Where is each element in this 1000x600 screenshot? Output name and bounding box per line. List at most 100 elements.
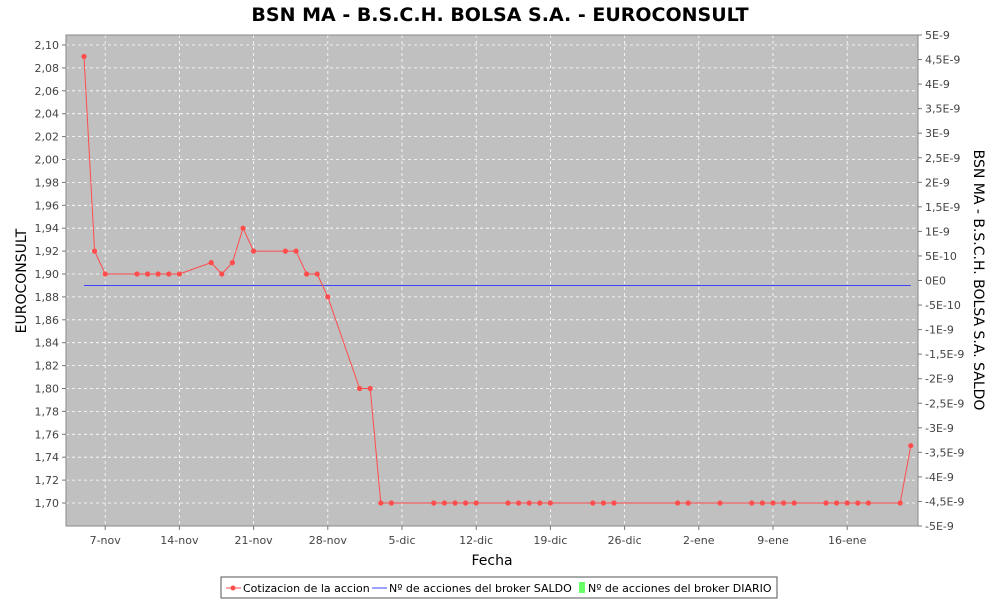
y2-tick-label: -4,5E-9 bbox=[925, 495, 964, 508]
y2-axis-label: BSN MA - B.S.C.H. BOLSA S.A. SALDO bbox=[970, 150, 986, 411]
data-point-cotizacion bbox=[452, 500, 458, 506]
y2-tick-label: 2,5E-9 bbox=[925, 152, 960, 165]
data-point-cotizacion bbox=[675, 500, 681, 506]
data-point-cotizacion bbox=[293, 248, 299, 254]
y-tick-label: 1,90 bbox=[35, 268, 60, 281]
x-tick-label: 5-dic bbox=[388, 534, 415, 547]
x-tick-label: 2-ene bbox=[683, 534, 715, 547]
y-tick-label: 1,80 bbox=[35, 383, 60, 396]
data-point-cotizacion bbox=[304, 271, 310, 277]
x-axis: 7-nov 14-nov 21-nov 28-nov 5-dic 12-dic 19-dic… bbox=[90, 526, 867, 547]
y-tick-label: 1,82 bbox=[35, 360, 60, 373]
data-point-cotizacion bbox=[314, 271, 320, 277]
data-point-cotizacion bbox=[908, 443, 914, 449]
x-tick-label: 21-nov bbox=[235, 534, 274, 547]
data-point-cotizacion bbox=[388, 500, 394, 506]
y-tick-label: 1,70 bbox=[35, 497, 60, 510]
data-point-cotizacion bbox=[823, 500, 829, 506]
data-point-cotizacion bbox=[251, 248, 257, 254]
x-tick-label: 12-dic bbox=[459, 534, 493, 547]
legend-marker-cotizacion bbox=[230, 585, 236, 591]
y-axis-right: 5E-9 4,5E-9 4E-9 3,5E-9 3E-9 2,5E-9 2E-9 1,5E-9… bbox=[918, 29, 964, 533]
y2-tick-label: -5E-10 bbox=[925, 299, 961, 312]
y2-tick-label: 5E-10 bbox=[925, 250, 957, 263]
y2-tick-label: 1,5E-9 bbox=[925, 201, 960, 214]
x-tick-label: 9-ene bbox=[757, 534, 789, 547]
y-tick-label: 1,78 bbox=[35, 405, 60, 418]
data-point-cotizacion bbox=[505, 500, 511, 506]
data-point-cotizacion bbox=[834, 500, 840, 506]
data-point-cotizacion bbox=[240, 225, 246, 231]
y2-tick-label: 1E-9 bbox=[925, 225, 950, 238]
y2-tick-label: -2,5E-9 bbox=[925, 397, 964, 410]
x-tick-label: 26-dic bbox=[608, 534, 642, 547]
data-point-cotizacion bbox=[473, 500, 479, 506]
data-point-cotizacion bbox=[229, 260, 235, 266]
chart-title: BSN MA - B.S.C.H. BOLSA S.A. - EUROCONSU… bbox=[251, 4, 748, 26]
y2-tick-label: 3E-9 bbox=[925, 127, 950, 140]
x-tick-label: 16-ene bbox=[828, 534, 867, 547]
y-tick-label: 1,98 bbox=[35, 176, 60, 189]
y-tick-label: 2,06 bbox=[35, 85, 60, 98]
data-point-cotizacion bbox=[717, 500, 723, 506]
y-tick-label: 2,04 bbox=[35, 108, 60, 121]
y-tick-label: 2,02 bbox=[35, 131, 60, 144]
y2-tick-label: 2E-9 bbox=[925, 176, 950, 189]
data-point-cotizacion bbox=[208, 260, 214, 266]
y-tick-label: 2,10 bbox=[35, 39, 60, 52]
x-tick-label: 7-nov bbox=[90, 534, 122, 547]
data-point-cotizacion bbox=[219, 271, 225, 277]
data-point-cotizacion bbox=[102, 271, 108, 277]
plot-area bbox=[66, 35, 918, 526]
data-point-cotizacion bbox=[897, 500, 903, 506]
data-point-cotizacion bbox=[749, 500, 755, 506]
data-point-cotizacion bbox=[526, 500, 532, 506]
data-point-cotizacion bbox=[844, 500, 850, 506]
data-point-cotizacion bbox=[865, 500, 872, 506]
data-point-cotizacion bbox=[176, 271, 182, 277]
data-point-cotizacion bbox=[81, 53, 87, 60]
y2-tick-label: 4E-9 bbox=[925, 78, 950, 91]
y-tick-label: 1,88 bbox=[35, 291, 60, 304]
data-point-cotizacion bbox=[685, 500, 691, 506]
data-point-cotizacion bbox=[781, 500, 787, 506]
data-point-cotizacion bbox=[166, 271, 172, 277]
data-point-cotizacion bbox=[357, 385, 363, 392]
data-point-cotizacion bbox=[547, 500, 554, 506]
y2-tick-label: -4E-9 bbox=[925, 471, 954, 484]
y-tick-label: 1,86 bbox=[35, 314, 60, 327]
y-tick-label: 1,74 bbox=[35, 451, 60, 464]
data-point-cotizacion bbox=[770, 500, 776, 506]
legend-label-diario: Nº de acciones del broker DIARIO bbox=[588, 582, 772, 595]
y2-tick-label: 3,5E-9 bbox=[925, 103, 960, 116]
data-point-cotizacion bbox=[282, 248, 288, 254]
y2-tick-label: -2E-9 bbox=[925, 373, 954, 386]
data-point-cotizacion bbox=[367, 385, 373, 392]
y2-tick-label: -5E-9 bbox=[925, 520, 954, 533]
legend-swatch-diario bbox=[579, 582, 585, 593]
y-tick-label: 1,94 bbox=[35, 222, 60, 235]
y2-tick-label: -1,5E-9 bbox=[925, 348, 964, 361]
x-tick-label: 28-nov bbox=[309, 534, 348, 547]
legend-label-cotizacion: Cotizacion de la accion bbox=[243, 582, 370, 595]
y-axis-left: 2,10 2,08 2,06 2,04 2,02 2,00 1,98 1,96 1,94 1,92… bbox=[35, 39, 66, 510]
data-point-cotizacion bbox=[759, 500, 766, 506]
y-tick-label: 1,72 bbox=[35, 474, 60, 487]
y2-tick-label: -3,5E-9 bbox=[925, 446, 964, 459]
data-point-cotizacion bbox=[325, 294, 331, 300]
data-point-cotizacion bbox=[516, 500, 522, 506]
series-layer bbox=[81, 53, 914, 506]
legend: Cotizacion de la accion Nº de acciones d… bbox=[220, 576, 778, 599]
data-point-cotizacion bbox=[441, 500, 447, 506]
x-axis-label: Fecha bbox=[471, 553, 512, 569]
data-point-cotizacion bbox=[855, 500, 861, 506]
y-tick-label: 1,96 bbox=[35, 199, 60, 212]
y-tick-label: 2,00 bbox=[35, 154, 60, 167]
y2-tick-label: 0E0 bbox=[925, 275, 946, 288]
data-point-cotizacion bbox=[590, 500, 596, 506]
y-tick-label: 2,08 bbox=[35, 62, 60, 75]
data-point-cotizacion bbox=[378, 500, 384, 506]
data-point-cotizacion bbox=[463, 500, 469, 506]
data-point-cotizacion bbox=[791, 500, 797, 506]
